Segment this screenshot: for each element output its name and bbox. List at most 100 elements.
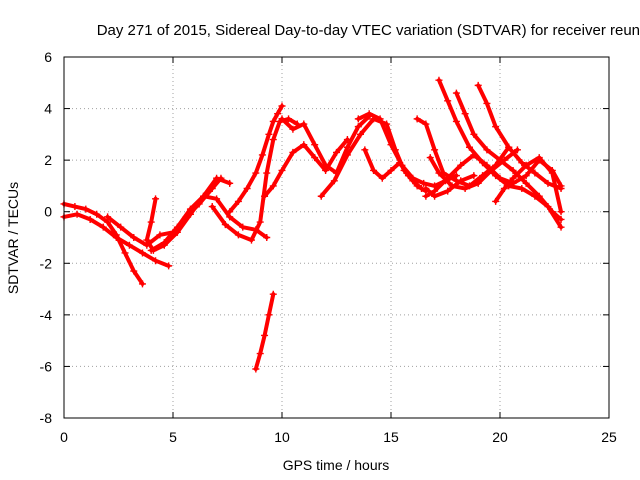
data-point	[457, 177, 465, 185]
data-point	[452, 117, 460, 125]
data-point	[117, 223, 125, 231]
y-tick-label: -6	[40, 358, 53, 374]
plot-frame	[63, 56, 610, 419]
data-point	[465, 143, 473, 151]
data-point	[263, 169, 271, 177]
data-point	[252, 169, 260, 177]
data-point	[509, 166, 517, 174]
data-point	[121, 249, 129, 257]
data-point	[165, 262, 173, 270]
data-point	[258, 151, 266, 159]
data-point	[422, 120, 430, 128]
x-tick-labels: 0 5 10 15 20 25	[60, 429, 617, 445]
data-point	[557, 215, 565, 223]
series-track-18	[428, 147, 520, 191]
y-tick-label: 0	[44, 204, 52, 220]
data-point	[422, 192, 430, 200]
data-point	[557, 223, 565, 231]
data-point	[470, 151, 478, 159]
data-point	[330, 177, 338, 185]
data-point	[152, 257, 160, 265]
data-point	[234, 197, 242, 205]
data-point	[200, 192, 208, 200]
data-point	[226, 179, 234, 187]
data-point	[535, 154, 543, 162]
data-point	[378, 174, 386, 182]
data-point	[557, 208, 565, 216]
data-point	[483, 99, 491, 107]
data-point	[208, 203, 216, 211]
data-point	[269, 182, 277, 190]
data-point	[173, 228, 181, 236]
data-point	[354, 123, 362, 131]
data-point	[234, 231, 242, 239]
data-point	[492, 197, 500, 205]
data-point	[413, 115, 421, 123]
data-point	[143, 236, 151, 244]
data-point	[311, 141, 319, 149]
series-track-5-markers	[143, 174, 234, 254]
data-point	[435, 169, 443, 177]
x-tick-label: 5	[169, 429, 177, 445]
data-point	[156, 231, 164, 239]
data-point	[104, 213, 112, 221]
data-point	[492, 123, 500, 131]
data-point	[444, 97, 452, 105]
data-point	[247, 236, 255, 244]
data-point	[278, 102, 286, 110]
data-point	[82, 205, 90, 213]
data-point	[548, 208, 556, 216]
data-point	[444, 187, 452, 195]
data-point	[513, 146, 521, 154]
series-track-2-markers	[60, 210, 173, 270]
data-point	[261, 192, 269, 200]
data-point	[387, 141, 395, 149]
data-point	[457, 161, 465, 169]
data-point	[444, 174, 452, 182]
data-point	[311, 154, 319, 162]
data-point	[256, 218, 264, 226]
data-point	[365, 110, 373, 118]
data-point	[322, 161, 330, 169]
data-point	[261, 331, 269, 339]
data-point	[461, 185, 469, 193]
data-point	[152, 195, 160, 203]
series-track-7-markers	[226, 102, 286, 216]
data-point	[147, 218, 155, 226]
chart-title: Day 271 of 2015, Sidereal Day-to-day VTE…	[97, 22, 640, 39]
data-point	[452, 89, 460, 97]
data-point	[548, 169, 556, 177]
data-point	[256, 350, 264, 358]
data-point	[130, 267, 138, 275]
data-point	[356, 130, 364, 138]
data-point	[505, 143, 513, 151]
data-point	[461, 110, 469, 118]
data-point	[160, 241, 168, 249]
data-point	[343, 143, 351, 151]
data-point	[86, 215, 94, 223]
y-tick-label: -4	[40, 307, 53, 323]
y-tick-label: 2	[44, 152, 52, 168]
data-point	[243, 185, 251, 193]
data-point	[431, 192, 439, 200]
data-point	[535, 192, 543, 200]
data-point	[518, 159, 526, 167]
data-point	[496, 174, 504, 182]
data-point	[300, 120, 308, 128]
data-point	[278, 166, 286, 174]
data-point	[289, 148, 297, 156]
x-axis-label: GPS time / hours	[283, 457, 390, 473]
data-point	[278, 115, 286, 123]
data-point	[317, 192, 325, 200]
data-point	[343, 151, 351, 159]
data-point	[300, 141, 308, 149]
x-tick-label: 0	[60, 429, 68, 445]
series-track-20-markers	[422, 172, 478, 200]
data-point	[522, 161, 530, 169]
series-track-16	[454, 91, 563, 222]
series-track-5	[144, 176, 232, 253]
data-point	[138, 249, 146, 257]
data-point	[557, 182, 565, 190]
data-point	[544, 179, 552, 187]
y-axis-label: SDTVAR / TECUs	[5, 182, 21, 294]
